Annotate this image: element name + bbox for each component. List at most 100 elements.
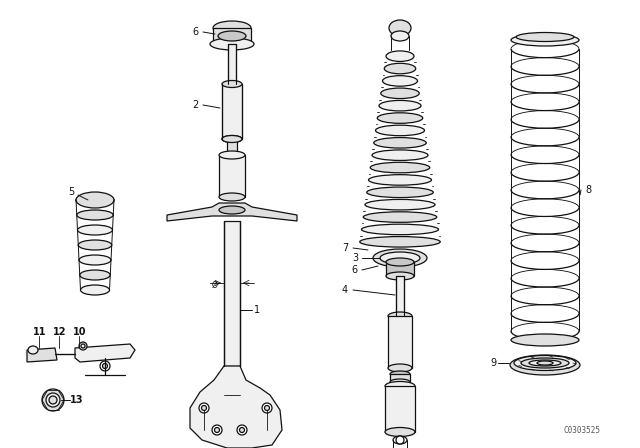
Ellipse shape (237, 425, 247, 435)
Ellipse shape (264, 405, 269, 410)
Text: 5: 5 (68, 187, 74, 197)
Ellipse shape (388, 364, 412, 372)
Bar (222, 84, 242, 139)
Ellipse shape (213, 21, 251, 35)
Ellipse shape (81, 285, 109, 295)
Ellipse shape (390, 379, 410, 385)
Ellipse shape (380, 252, 420, 264)
Bar (228, 44, 236, 84)
Ellipse shape (102, 363, 108, 369)
Ellipse shape (367, 187, 433, 198)
Bar (385, 386, 415, 432)
Ellipse shape (396, 436, 404, 444)
Ellipse shape (219, 151, 245, 159)
Text: 11: 11 (33, 327, 47, 337)
Ellipse shape (210, 38, 254, 50)
Text: 6: 6 (192, 27, 198, 37)
Ellipse shape (262, 403, 272, 413)
Ellipse shape (360, 237, 440, 247)
Text: 3: 3 (352, 253, 358, 263)
Ellipse shape (81, 344, 85, 348)
Ellipse shape (222, 81, 242, 87)
Ellipse shape (391, 31, 409, 41)
Text: 13: 13 (70, 395, 83, 405)
Bar (213, 28, 251, 44)
Ellipse shape (222, 135, 242, 142)
Ellipse shape (214, 427, 220, 432)
Ellipse shape (386, 51, 414, 61)
Ellipse shape (365, 199, 435, 210)
Bar (388, 316, 412, 368)
Ellipse shape (79, 342, 87, 350)
Ellipse shape (529, 360, 561, 366)
Ellipse shape (510, 355, 580, 375)
Ellipse shape (46, 393, 60, 407)
Text: 9: 9 (490, 358, 496, 368)
Ellipse shape (239, 427, 244, 432)
Text: 8: 8 (585, 185, 591, 195)
Polygon shape (75, 344, 135, 362)
Ellipse shape (218, 31, 246, 41)
Ellipse shape (78, 240, 112, 250)
Bar (219, 155, 245, 197)
Ellipse shape (393, 436, 407, 444)
Bar (386, 262, 414, 276)
Ellipse shape (384, 63, 416, 74)
Ellipse shape (376, 125, 424, 136)
Ellipse shape (219, 206, 245, 214)
Ellipse shape (516, 33, 574, 42)
Ellipse shape (381, 88, 419, 99)
Ellipse shape (28, 346, 38, 354)
Ellipse shape (364, 212, 436, 222)
Ellipse shape (202, 405, 207, 410)
Ellipse shape (372, 150, 428, 160)
Ellipse shape (222, 135, 242, 142)
Ellipse shape (390, 371, 410, 377)
Text: 6: 6 (352, 265, 358, 275)
Ellipse shape (537, 361, 553, 365)
Bar (224, 221, 240, 366)
Ellipse shape (379, 100, 421, 111)
Ellipse shape (373, 249, 427, 267)
Ellipse shape (100, 361, 110, 371)
Text: 7: 7 (342, 243, 348, 253)
Ellipse shape (362, 224, 438, 235)
Bar (227, 139, 237, 155)
Ellipse shape (511, 34, 579, 46)
Ellipse shape (521, 358, 569, 368)
Ellipse shape (76, 192, 114, 208)
Bar (396, 276, 404, 316)
Text: 4: 4 (342, 285, 348, 295)
Ellipse shape (199, 403, 209, 413)
Ellipse shape (389, 20, 411, 36)
Polygon shape (167, 203, 297, 221)
Ellipse shape (49, 396, 57, 404)
Ellipse shape (377, 113, 423, 123)
Ellipse shape (77, 225, 113, 235)
Ellipse shape (76, 195, 114, 205)
Ellipse shape (80, 270, 110, 280)
Text: 2: 2 (192, 100, 198, 110)
Ellipse shape (386, 258, 414, 266)
Ellipse shape (511, 334, 579, 346)
Text: 1: 1 (254, 305, 260, 315)
Ellipse shape (386, 272, 414, 280)
Ellipse shape (219, 193, 245, 201)
Ellipse shape (374, 138, 426, 148)
Text: Ø: Ø (212, 280, 218, 289)
Ellipse shape (385, 427, 415, 436)
Ellipse shape (388, 312, 412, 320)
Ellipse shape (383, 76, 417, 86)
Polygon shape (27, 348, 57, 362)
Ellipse shape (371, 162, 429, 173)
Ellipse shape (385, 382, 415, 391)
Ellipse shape (514, 356, 576, 370)
Bar (390, 374, 410, 382)
Text: 12: 12 (53, 327, 67, 337)
Ellipse shape (77, 210, 113, 220)
Polygon shape (190, 366, 282, 448)
Ellipse shape (369, 175, 431, 185)
Text: C0303525: C0303525 (563, 426, 600, 435)
Ellipse shape (79, 255, 111, 265)
Text: 10: 10 (73, 327, 86, 337)
